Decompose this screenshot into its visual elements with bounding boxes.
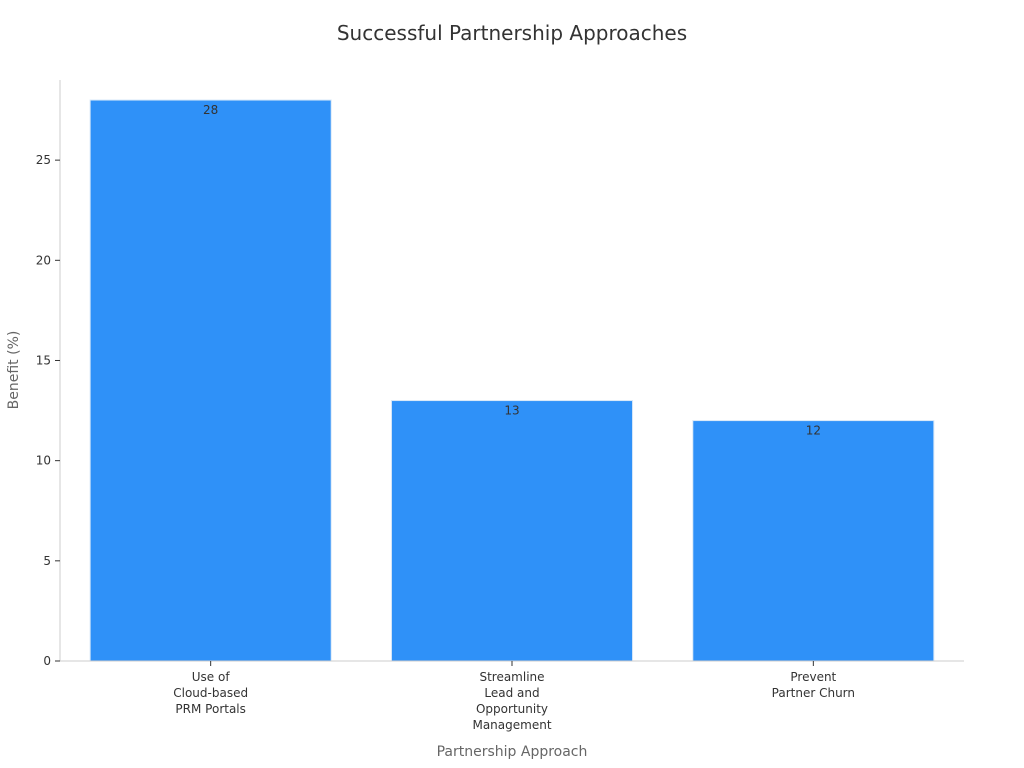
x-tick-label-line: Management bbox=[472, 718, 551, 732]
x-tick-label-line: PRM Portals bbox=[175, 702, 245, 716]
y-tick-label-3: 15 bbox=[36, 353, 51, 367]
x-axis-label: Partnership Approach bbox=[437, 744, 588, 760]
bar-1 bbox=[390, 400, 634, 662]
x-tick-label-2: Prevent Partner Churn bbox=[772, 670, 855, 700]
y-tick-label-1: 5 bbox=[43, 554, 51, 568]
data-label-2: 12 bbox=[806, 424, 821, 438]
x-tick-label-1: Streamline Lead and Opportunity Management bbox=[472, 670, 551, 732]
y-axis-label: Benefit (%) bbox=[6, 331, 22, 410]
data-label-0: 28 bbox=[203, 103, 218, 117]
y-tick-label-5: 25 bbox=[36, 153, 51, 167]
chart-title: Successful Partnership Approaches bbox=[337, 21, 687, 45]
y-ticks-group: 0 5 10 15 20 25 bbox=[36, 153, 60, 668]
x-tick-label-line: Opportunity bbox=[476, 702, 548, 716]
y-tick-label-4: 20 bbox=[36, 253, 51, 267]
data-label-1: 13 bbox=[504, 404, 519, 418]
x-tick-label-line: Partner Churn bbox=[772, 686, 855, 700]
bar-2 bbox=[692, 420, 935, 662]
x-tick-label-line: Prevent bbox=[790, 670, 836, 684]
x-tick-label-line: Cloud-based bbox=[173, 686, 248, 700]
x-tick-label-line: Lead and bbox=[484, 686, 539, 700]
bars-group bbox=[89, 99, 935, 662]
x-tick-label-0: Use of Cloud-based PRM Portals bbox=[173, 670, 248, 716]
y-tick-label-0: 0 bbox=[43, 654, 51, 668]
y-tick-label-2: 10 bbox=[36, 454, 51, 468]
x-tick-label-line: Use of bbox=[192, 670, 231, 684]
x-ticks-group: Use of Cloud-based PRM Portals Streamline Le… bbox=[173, 661, 855, 732]
bar-0 bbox=[89, 99, 332, 662]
data-labels-group: 28 13 12 bbox=[203, 103, 821, 438]
plot-area: 28 13 12 0 5 10 15 20 25 Use of Cloud-based PRM P… bbox=[36, 80, 964, 732]
x-tick-label-line: Streamline bbox=[479, 670, 544, 684]
